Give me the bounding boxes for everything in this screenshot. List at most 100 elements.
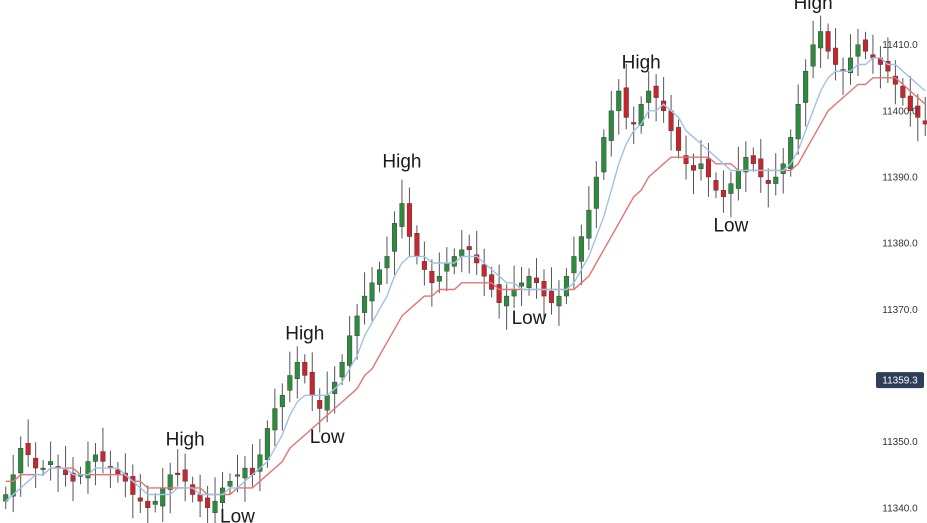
candle [496, 264, 502, 319]
candle-body [668, 110, 674, 131]
high-annotation: High [285, 324, 324, 345]
candle [862, 31, 868, 60]
candle-body [653, 85, 659, 98]
candle [631, 106, 637, 144]
candle [205, 485, 211, 523]
candle-body [795, 104, 801, 140]
candle-body [922, 120, 927, 125]
candle [690, 153, 697, 195]
candle-body [593, 176, 599, 209]
candle [534, 258, 540, 299]
candle-body [377, 269, 383, 285]
candle [100, 427, 106, 474]
candle-body [743, 156, 749, 173]
candle-body [818, 31, 824, 49]
candle [653, 74, 659, 122]
candle-body [563, 276, 569, 297]
candle-body [526, 276, 532, 289]
candle-body [728, 183, 734, 194]
candle-body [623, 87, 629, 118]
candle-body [690, 165, 697, 171]
candle-body [735, 170, 741, 189]
candle [25, 419, 31, 467]
candle [242, 456, 248, 502]
candle-body [100, 451, 106, 462]
candle [152, 493, 158, 513]
candle [130, 464, 136, 519]
candle-body [182, 469, 188, 482]
y-tick-label: 11380.0 [882, 239, 918, 250]
candle [593, 161, 599, 229]
candle-body [496, 284, 502, 303]
candle-body [705, 158, 711, 178]
candle-body [175, 472, 181, 475]
candle-body [556, 295, 562, 307]
candle [377, 261, 383, 293]
candle [257, 438, 263, 492]
candle-body [212, 500, 218, 513]
candle [586, 186, 592, 251]
candle [818, 15, 824, 68]
candle [616, 79, 622, 135]
candle [429, 259, 435, 307]
candle [713, 172, 719, 199]
candle-body [354, 315, 360, 336]
candle-body [152, 500, 158, 505]
candle [145, 485, 151, 523]
candle [391, 211, 397, 276]
high-annotation: High [382, 152, 421, 173]
candle-body [511, 289, 517, 297]
candle-body [833, 47, 839, 65]
candle-body [85, 461, 91, 479]
candle [220, 472, 226, 523]
candle [915, 93, 921, 142]
current-price-tag: 11359.3 [876, 372, 924, 389]
candles-layer [3, 15, 927, 523]
candle [698, 139, 704, 181]
candle-body [317, 400, 323, 409]
candle-body [205, 497, 211, 508]
candle [227, 473, 233, 495]
candle [855, 28, 861, 77]
candle [63, 445, 69, 487]
candle [264, 420, 270, 468]
candle-body [309, 371, 315, 396]
candle-body [421, 261, 427, 270]
candle [92, 442, 98, 486]
candle-body [302, 362, 308, 376]
candle-body [773, 176, 779, 184]
candle [234, 454, 241, 493]
candle [608, 91, 614, 157]
high-annotation: High [166, 430, 205, 451]
candle [803, 59, 809, 127]
candle-body [444, 262, 450, 272]
candle-body [586, 209, 592, 239]
candle [347, 315, 353, 382]
candle-body [459, 249, 465, 257]
candle-body [885, 61, 891, 72]
high-annotation: High [794, 0, 833, 14]
current-price-label: 11359.3 [882, 376, 918, 387]
candle [362, 272, 368, 325]
candle-body [825, 31, 831, 52]
candle-body [279, 395, 285, 408]
candle-body [638, 104, 644, 126]
candle-body [720, 190, 726, 198]
candle-body [548, 290, 554, 303]
y-tick-label: 11410.0 [882, 40, 918, 51]
candle [765, 168, 771, 208]
candle-body [63, 469, 69, 475]
candle-body [384, 256, 390, 269]
candle-body [900, 85, 906, 98]
candle [578, 224, 584, 286]
candle-body [758, 158, 764, 178]
low-annotation: Low [310, 427, 345, 448]
candle-body [70, 472, 76, 482]
candle-body [25, 443, 31, 456]
candle [705, 142, 711, 197]
candle [720, 170, 726, 213]
candle [773, 153, 779, 196]
candle-body [287, 375, 293, 391]
candle-body [18, 448, 24, 474]
